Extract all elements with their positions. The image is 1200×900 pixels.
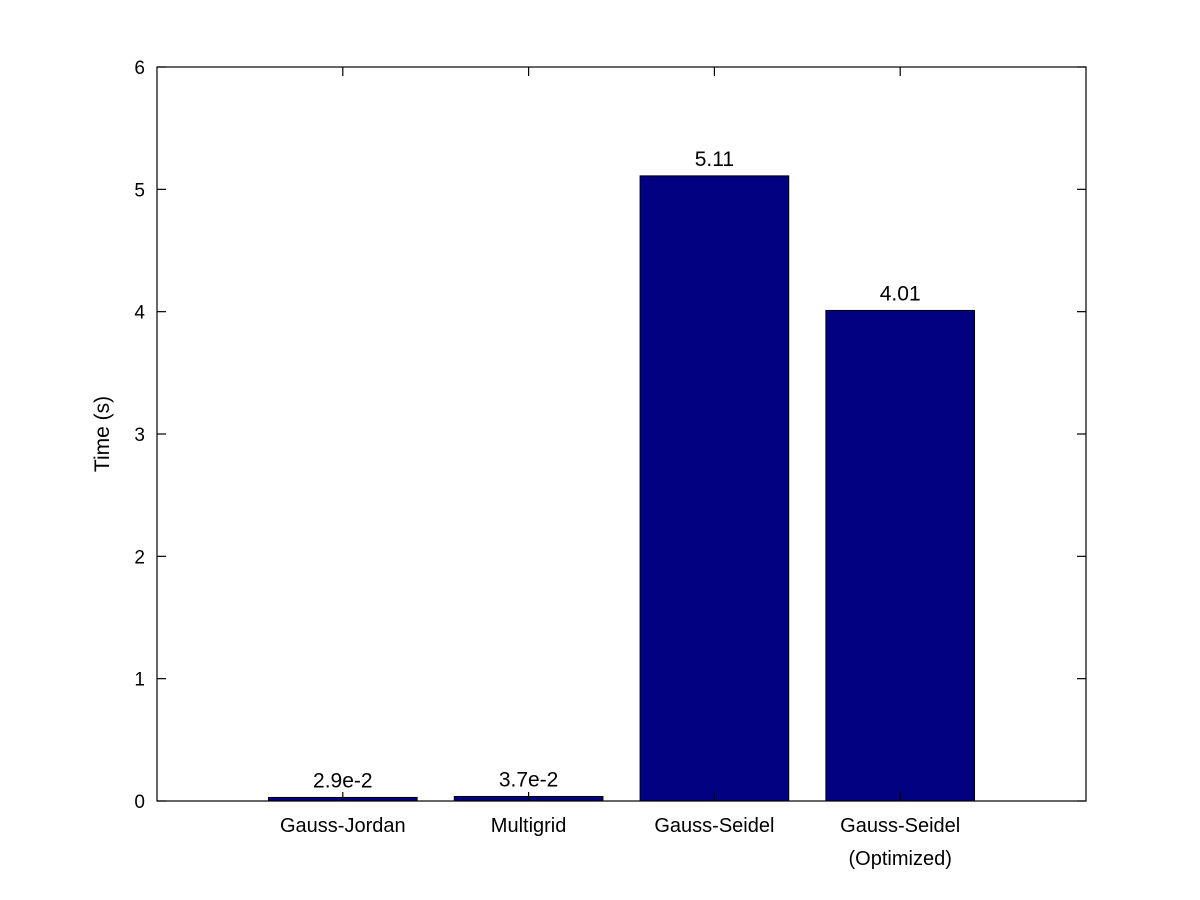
axes-group <box>156 66 1087 802</box>
y-tick-label: 1 <box>134 670 145 691</box>
bar <box>639 175 790 802</box>
y-tick-label: 6 <box>134 58 145 79</box>
data-label: 5.11 <box>695 148 734 171</box>
data-label: 3.7e-2 <box>499 768 559 791</box>
y-tick-label: 0 <box>134 792 145 813</box>
y-tick-label: 4 <box>134 303 145 324</box>
y-tick-label: 5 <box>134 180 145 201</box>
x-tick-label: Gauss-Jordan <box>280 815 406 837</box>
data-label: 2.9e-2 <box>313 769 373 792</box>
y-tick-label: 3 <box>134 425 145 446</box>
x-tick-label: Gauss-Seidel (Optimized) <box>840 815 960 870</box>
bar <box>825 309 976 802</box>
y-axis-label: Time (s) <box>91 396 114 472</box>
data-label: 4.01 <box>880 282 921 305</box>
x-tick-label: Multigrid <box>491 815 567 837</box>
bars-group <box>267 175 976 802</box>
labels-group: 0 1 2 3 4 5 6 Gauss-Jordan 2.9e-2 Multigrid 3.7e-2… <box>134 58 960 870</box>
y-tick-label: 2 <box>134 547 145 568</box>
x-tick-label: Gauss-Seidel <box>654 815 774 837</box>
